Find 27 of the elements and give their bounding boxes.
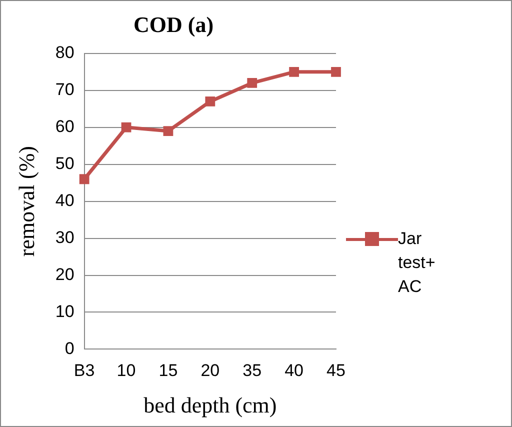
point bbox=[247, 78, 258, 88]
point bbox=[163, 126, 174, 136]
x-axis-title: bed depth (cm) bbox=[144, 392, 277, 418]
y-tick-label: 40 bbox=[55, 190, 74, 210]
y-tick-label: 10 bbox=[55, 302, 74, 321]
y-tick-label: 80 bbox=[55, 43, 74, 62]
y-tick-label: 50 bbox=[55, 154, 74, 174]
x-tick-label: 40 bbox=[284, 361, 304, 380]
legend-label: Jar test+ AC bbox=[398, 228, 436, 298]
y-tick-label: 20 bbox=[55, 264, 74, 284]
y-tick-label: 0 bbox=[64, 338, 74, 358]
x-tick-label: 10 bbox=[116, 361, 136, 380]
x-tick-label: 45 bbox=[326, 361, 346, 380]
chart-title: COD (a) bbox=[133, 12, 214, 37]
x-tick-label: B3 bbox=[74, 361, 95, 380]
point bbox=[205, 96, 216, 106]
y-tick-label: 70 bbox=[55, 80, 74, 100]
x-tick-label: 20 bbox=[200, 361, 220, 380]
y-tick-label: 30 bbox=[55, 228, 74, 247]
x-tick-label: 15 bbox=[158, 361, 178, 380]
point bbox=[331, 66, 341, 77]
y-tick-label: 60 bbox=[55, 117, 74, 136]
point bbox=[121, 122, 132, 132]
x-tick-label: 35 bbox=[242, 361, 262, 380]
point bbox=[79, 174, 90, 184]
y-axis-title: removal (%) bbox=[14, 146, 39, 257]
point bbox=[289, 66, 299, 77]
